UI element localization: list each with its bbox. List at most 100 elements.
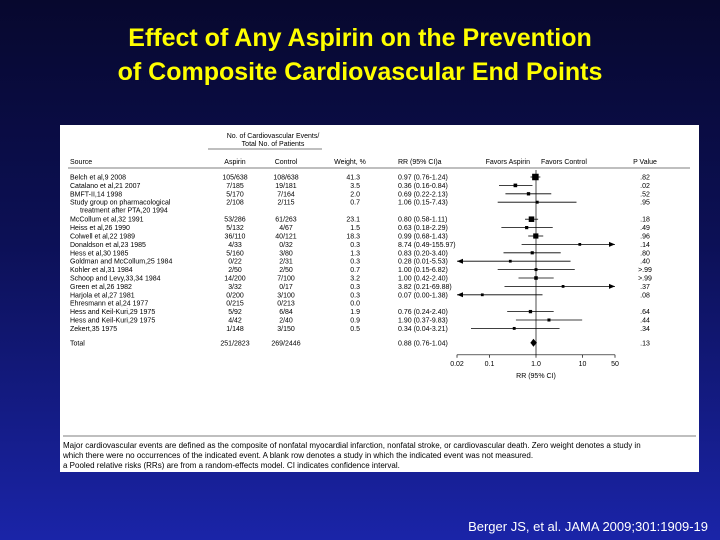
rr-ci-15: 0.76 (0.24-2.40) bbox=[398, 309, 448, 316]
source-label-17: Zekert,35 1975 bbox=[70, 326, 117, 333]
aspirin-events-17: 1/148 bbox=[226, 326, 244, 333]
source-label-16: Hess and Keil-Kuri,29 1975 bbox=[70, 318, 155, 325]
x-axis-label: RR (95% CI) bbox=[516, 373, 556, 380]
rr-ci-2: 0.69 (0.22-2.13) bbox=[398, 191, 448, 198]
footnote-line2: which there were no occurrences of the i… bbox=[63, 451, 534, 460]
rr-ci-6: 0.99 (0.68-1.43) bbox=[398, 234, 448, 241]
rr-ci-11: 1.00 (0.42-2.40) bbox=[398, 276, 448, 283]
col-header-favors-control: Favors Control bbox=[541, 159, 587, 166]
rr-ci-17: 0.34 (0.04-3.21) bbox=[398, 326, 448, 333]
point-estimate-3 bbox=[535, 200, 539, 204]
control-events-14: 0/213 bbox=[277, 301, 295, 308]
aspirin-events-15: 5/92 bbox=[228, 309, 242, 316]
control-events-7: 0/32 bbox=[279, 242, 293, 249]
source-label-total: Total bbox=[70, 340, 85, 347]
aspirin-events-10: 2/50 bbox=[228, 267, 242, 274]
aspirin-events-13: 0/200 bbox=[226, 292, 244, 299]
weight-7: 0.3 bbox=[350, 242, 360, 249]
weight-1: 3.5 bbox=[350, 183, 360, 190]
col-header-favors-aspirin: Favors Aspirin bbox=[486, 159, 530, 166]
rr-ci-7: 8.74 (0.49-155.97) bbox=[398, 242, 456, 249]
col-header-rr: RR (95% CI)a bbox=[398, 159, 442, 166]
source-label-3: Study group on pharmacological bbox=[70, 200, 171, 207]
ci-arrow-left-13 bbox=[457, 292, 463, 298]
control-events-4: 61/263 bbox=[275, 217, 297, 224]
control-events-total: 269/2446 bbox=[271, 340, 300, 347]
weight-10: 0.7 bbox=[350, 267, 360, 274]
weight-11: 3.2 bbox=[350, 276, 360, 283]
rr-ci-0: 0.97 (0.76-1.24) bbox=[398, 175, 448, 182]
p-value-total: .13 bbox=[640, 340, 650, 347]
control-events-16: 2/40 bbox=[279, 318, 293, 325]
p-value-10: >.99 bbox=[638, 267, 652, 274]
point-estimate-13 bbox=[480, 293, 484, 297]
control-events-5: 4/67 bbox=[279, 225, 293, 232]
source-label-13: Harjola et al,27 1981 bbox=[70, 292, 135, 299]
control-events-15: 6/84 bbox=[279, 309, 293, 316]
rr-ci-8: 0.83 (0.20-3.40) bbox=[398, 250, 448, 257]
source-label-14: Ehresmann et al,24 1977 bbox=[70, 301, 148, 308]
p-value-9: .40 bbox=[640, 259, 650, 266]
source-label-4: McCollum et al,32 1991 bbox=[70, 217, 144, 224]
weight-3: 0.7 bbox=[350, 200, 360, 207]
control-events-0: 108/638 bbox=[273, 175, 298, 182]
control-events-11: 7/100 bbox=[277, 276, 295, 283]
aspirin-events-5: 5/132 bbox=[226, 225, 244, 232]
point-estimate-7 bbox=[578, 243, 582, 246]
p-value-6: .96 bbox=[640, 234, 650, 241]
rr-ci-total: 0.88 (0.76-1.04) bbox=[398, 340, 448, 347]
source-label-1: Catalano et al,21 2007 bbox=[70, 183, 141, 190]
p-value-11: >.99 bbox=[638, 276, 652, 283]
total-diamond bbox=[530, 338, 537, 347]
p-value-2: .52 bbox=[640, 191, 650, 198]
aspirin-events-3: 2/108 bbox=[226, 200, 244, 207]
weight-6: 18.3 bbox=[346, 234, 360, 241]
col-header-source: Source bbox=[70, 159, 92, 166]
p-value-17: .34 bbox=[640, 326, 650, 333]
weight-15: 1.9 bbox=[350, 309, 360, 316]
aspirin-events-8: 5/160 bbox=[226, 250, 244, 257]
control-events-17: 3/150 bbox=[277, 326, 295, 333]
col-header-control: Control bbox=[275, 159, 298, 166]
ci-arrow-right-12 bbox=[609, 283, 615, 289]
forest-plot: No. of Cardiovascular Events/Total No. o… bbox=[63, 133, 696, 437]
weight-9: 0.3 bbox=[350, 259, 360, 266]
point-estimate-1 bbox=[513, 183, 518, 188]
source-label-5: Heiss et al,26 1990 bbox=[70, 225, 130, 232]
source-label-12: Green et al,26 1982 bbox=[70, 284, 132, 291]
control-events-1: 19/181 bbox=[275, 183, 297, 190]
aspirin-events-11: 14/200 bbox=[224, 276, 246, 283]
citation: Berger JS, et al. JAMA 2009;301:1909-19 bbox=[468, 519, 708, 534]
control-events-8: 3/80 bbox=[279, 250, 293, 257]
point-estimate-2 bbox=[526, 192, 531, 196]
aspirin-events-total: 251/2823 bbox=[220, 340, 249, 347]
weight-12: 0.3 bbox=[350, 284, 360, 291]
source-label-cont-3: treatment after PTA,20 1994 bbox=[80, 208, 168, 215]
source-label-8: Hess et al,30 1985 bbox=[70, 250, 128, 257]
forest-plot-panel: No. of Cardiovascular Events/Total No. o… bbox=[60, 125, 699, 472]
aspirin-events-6: 36/110 bbox=[225, 234, 246, 241]
ci-arrow-left-9 bbox=[457, 258, 463, 264]
p-value-4: .18 bbox=[640, 217, 650, 224]
weight-4: 23.1 bbox=[346, 217, 360, 224]
rr-ci-16: 1.90 (0.37-9.83) bbox=[398, 318, 448, 325]
x-tick-label-4: 50 bbox=[611, 361, 619, 368]
source-label-2: BMFT-II,14 1998 bbox=[70, 191, 122, 198]
aspirin-events-2: 5/170 bbox=[226, 191, 244, 198]
point-estimate-9 bbox=[508, 259, 512, 263]
weight-2: 2.0 bbox=[350, 191, 360, 198]
rr-ci-1: 0.36 (0.16-0.84) bbox=[398, 183, 448, 190]
rr-ci-12: 3.82 (0.21-69.88) bbox=[398, 284, 452, 291]
slide-title-line2: of Composite Cardiovascular End Points bbox=[117, 58, 603, 86]
p-value-16: .44 bbox=[640, 318, 650, 325]
aspirin-events-9: 0/22 bbox=[228, 259, 242, 266]
footnote-line1: Major cardiovascular events are defined … bbox=[63, 441, 641, 450]
point-estimate-17 bbox=[512, 326, 516, 330]
aspirin-events-14: 0/215 bbox=[226, 301, 244, 308]
point-estimate-16 bbox=[547, 318, 551, 322]
point-estimate-4 bbox=[528, 216, 535, 222]
source-label-15: Hess and Keil-Kuri,29 1975 bbox=[70, 309, 155, 316]
col-header-weight: Weight, % bbox=[334, 159, 366, 166]
weight-8: 1.3 bbox=[350, 250, 360, 257]
header-group-line2: Total No. of Patients bbox=[242, 141, 305, 148]
